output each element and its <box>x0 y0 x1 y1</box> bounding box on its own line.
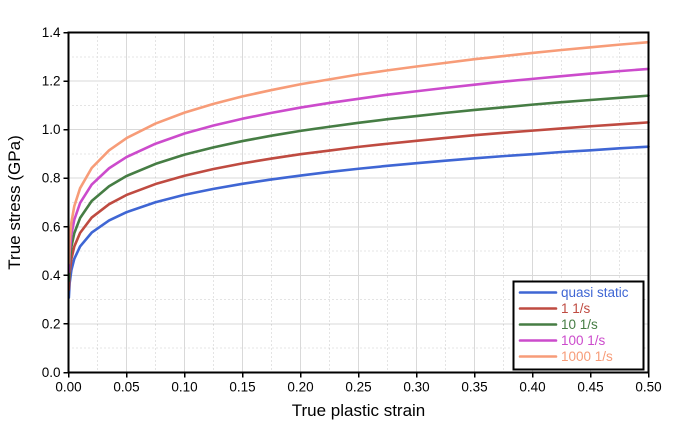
x-tick-label: 0.00 <box>55 380 81 395</box>
axis-ticks <box>63 31 650 378</box>
x-tick-label: 0.40 <box>519 380 545 395</box>
x-tick-label: 0.10 <box>171 380 197 395</box>
curve-100-1-s <box>67 67 650 274</box>
x-tick-label: 0.30 <box>403 380 429 395</box>
data-curves <box>67 40 650 300</box>
y-tick-label: 1.4 <box>42 25 61 40</box>
legend-entry-quasi-static: quasi static <box>518 285 629 300</box>
legend-label-100-1-s: 100 1/s <box>561 333 606 348</box>
x-tick-label: 0.25 <box>345 380 371 395</box>
curve-quasi-static <box>67 145 650 300</box>
x-tick-label: 0.20 <box>287 380 313 395</box>
x-tick-label: 0.45 <box>577 380 603 395</box>
y-tick-label: 1.2 <box>42 74 61 89</box>
x-tick-labels: 0.00 0.05 0.10 0.15 0.20 0.25 0.30 0.35 0.40 0.45… <box>55 380 661 395</box>
curve-1-1-s <box>67 121 650 291</box>
x-tick-label: 0.05 <box>113 380 139 395</box>
legend-entry-1-1-s: 1 1/s <box>518 301 591 316</box>
y-tick-labels: 0.0 0.2 0.4 0.6 0.8 1.0 1.2 1.4 <box>42 25 61 380</box>
x-tick-label: 0.35 <box>461 380 487 395</box>
y-tick-label: 0.8 <box>42 171 61 186</box>
x-axis-title: True plastic strain <box>292 401 426 420</box>
x-tick-label: 0.50 <box>635 380 661 395</box>
y-tick-label: 0.4 <box>42 268 61 283</box>
y-tick-label: 0.6 <box>42 219 61 234</box>
legend-label-10-1-s: 10 1/s <box>561 317 598 332</box>
legend-entry-100-1-s: 100 1/s <box>518 333 606 348</box>
legend-label-1000-1-s: 1000 1/s <box>561 349 613 364</box>
legend-entry-10-1-s: 10 1/s <box>518 317 598 332</box>
x-tick-label: 0.15 <box>229 380 255 395</box>
y-tick-label: 1.0 <box>42 122 61 137</box>
curve-1000-1-s <box>67 40 650 265</box>
y-tick-label: 0.0 <box>42 365 61 380</box>
legend-label-1-1-s: 1 1/s <box>561 301 591 316</box>
legend-entry-1000-1-s: 1000 1/s <box>518 349 613 364</box>
y-tick-label: 0.2 <box>42 316 61 331</box>
y-axis-title: True stress (GPa) <box>5 135 24 269</box>
legend-label-quasi-static: quasi static <box>561 285 629 300</box>
curve-10-1-s <box>67 94 650 283</box>
